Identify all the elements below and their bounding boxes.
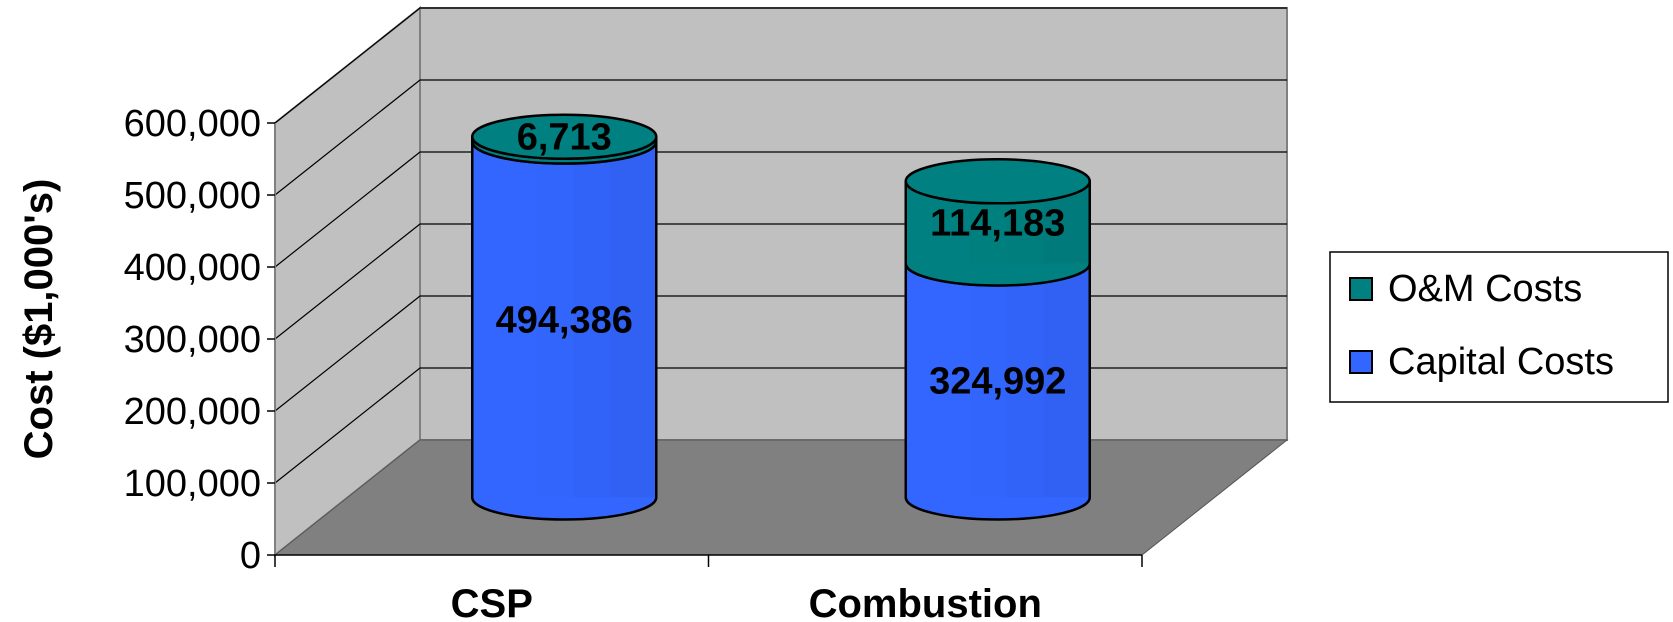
x-tick-label: CSP [451, 582, 533, 622]
floor [273, 439, 1289, 556]
legend-label: O&M Costs [1388, 268, 1582, 310]
y-tick-label: 200,000 [124, 391, 261, 433]
legend-swatch [1349, 350, 1373, 374]
legend: O&M Costs Capital Costs [1329, 251, 1669, 403]
x-tick-label: Combustion [809, 582, 1042, 622]
bar-stack-csp [471, 113, 658, 521]
y-tick-label: 600,000 [124, 103, 261, 145]
bar-top-cap [471, 113, 658, 160]
data-labels: 494,386 6,713 324,992 114,183 [496, 117, 1067, 403]
bar-capital-costs-combustion-shade [1006, 263, 1090, 498]
bar-capital-costs-combustion-shade [1043, 263, 1090, 498]
bars [471, 113, 1091, 521]
data-label: 324,992 [929, 361, 1066, 403]
data-label: 114,183 [930, 202, 1065, 244]
legend-label: Capital Costs [1388, 341, 1614, 383]
data-label: 6,713 [517, 117, 612, 159]
bar-o-m-costs-combustion-shade [1043, 181, 1090, 264]
bar-top-cap [904, 158, 1091, 205]
bar-capital-costs-csp-shade [536, 141, 657, 498]
legend-box [1329, 251, 1669, 403]
gridline [274, 7, 1287, 124]
x-axis: CSP Combustion [274, 554, 1143, 622]
bar-stack-combustion [904, 158, 1091, 521]
y-axis: 0 100,000 200,000 300,000 400,000 500,000 600,… [124, 103, 276, 577]
bar-capital-costs-csp-shade [610, 141, 657, 498]
gridline [274, 151, 1287, 268]
bar-capital-costs-combustion-shade [970, 263, 1090, 498]
chart-walls [273, 5, 1289, 558]
y-tick-label: 0 [240, 535, 261, 577]
y-tick-label: 300,000 [124, 319, 261, 361]
y-tick-label: 400,000 [124, 247, 261, 289]
data-label: 494,386 [496, 300, 633, 342]
legend-swatch [1349, 277, 1373, 301]
y-tick-label: 100,000 [124, 463, 261, 505]
bar-capital-costs-csp-shade [573, 141, 657, 498]
gridline [274, 79, 1287, 196]
y-tick-label: 500,000 [124, 175, 261, 217]
y-axis-title: Cost ($1,000's) [17, 179, 61, 460]
